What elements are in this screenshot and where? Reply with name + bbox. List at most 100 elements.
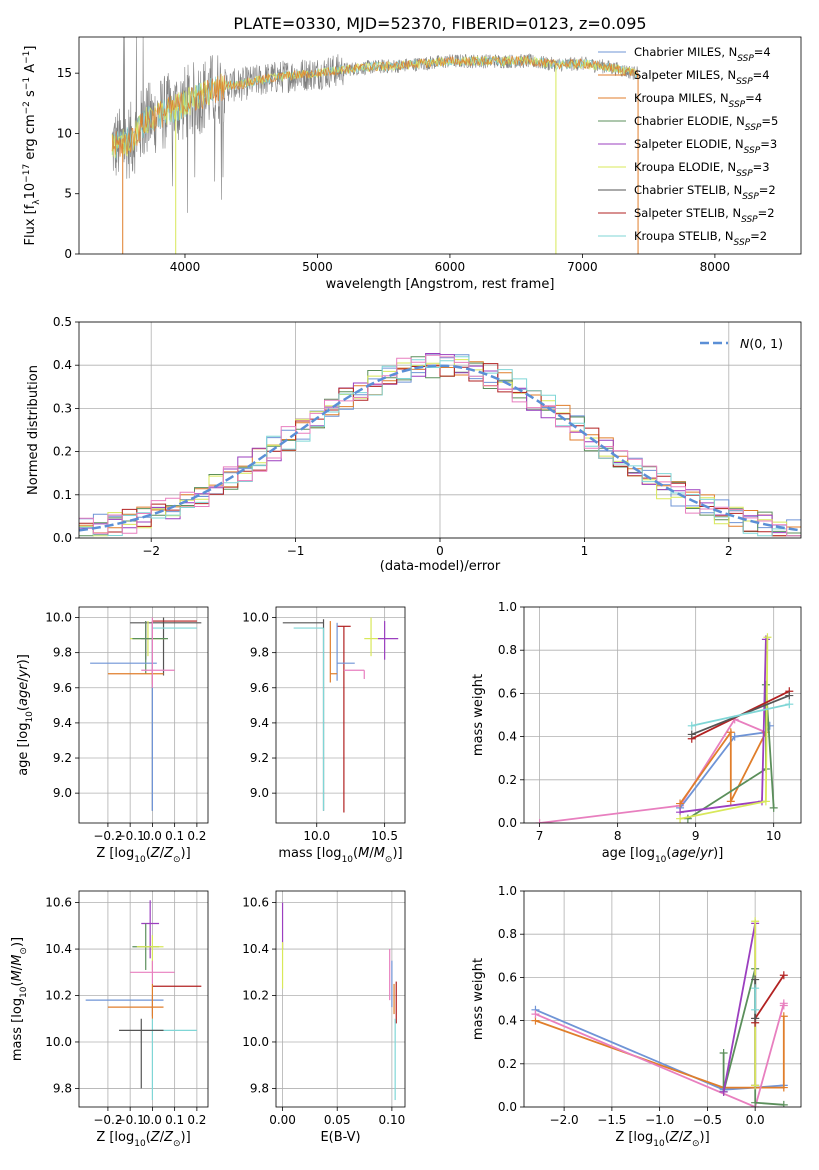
x-tick-label: 0.1 — [165, 829, 184, 843]
axes-frame — [275, 606, 406, 824]
label-part: M — [358, 846, 369, 861]
panel-residuals: −2 −1 0 1 2 0.0 0.1 0.2 0.3 0.4 0.5 N(0, 1) (data-mo… — [26, 315, 802, 574]
label-part: erg cm — [23, 114, 38, 163]
legend-entry: Chabrier STELIB, NSSP=2 — [634, 183, 776, 202]
y-tick-label: 10.4 — [45, 942, 72, 956]
y-tick-label: 9.2 — [250, 751, 269, 765]
label-part: ⊙ — [692, 1139, 700, 1149]
label-part: Z — [669, 1130, 680, 1145]
label-part: Salpeter MILES, N — [634, 68, 736, 82]
y-tick-label: 9.8 — [53, 646, 72, 660]
weight-marker — [751, 1014, 760, 1023]
y-tick-label: 9.8 — [250, 1081, 269, 1095]
residual-histogram — [79, 356, 801, 537]
y-axis-label: mass weight — [471, 958, 486, 1040]
panel-mass_vs_ebv: 0.00 0.05 0.10 9.8 10.0 10.2 10.4 10.6 E(B-V) — [242, 890, 406, 1145]
frame: −2.0 −1.5 −1.0 −0.5 0.0 0.0 0.2 0.4 0.6 0.8 1.0 — [498, 884, 802, 1127]
x-tick-label: −0.2 — [93, 829, 122, 843]
x-tick-label: −0.2 — [93, 1113, 122, 1127]
weight-line — [539, 718, 767, 823]
label-part: =5 — [761, 114, 778, 128]
y-tick-label: 10.0 — [242, 1035, 269, 1049]
label-part: =2 — [758, 206, 775, 220]
label-part: 10 — [134, 1139, 146, 1149]
x-axis-label: Z [log10(Z/Z⊙)] — [615, 1130, 709, 1149]
label-part: age [log — [602, 846, 655, 861]
x-tick-label: 0.05 — [324, 1113, 351, 1127]
legend-entry: N(0, 1) — [740, 336, 783, 351]
panel-mass_vs_Z: −0.2−0.10.0 0.1 0.2 9.8 10.0 10.2 10.4 10.6 Z [l… — [10, 890, 209, 1149]
label-part: )] — [16, 654, 31, 664]
label-part: 10 — [23, 183, 38, 200]
weight-marker — [751, 917, 760, 926]
label-part: SSP — [736, 169, 753, 179]
axes-frame — [523, 890, 802, 1108]
x-tick-label: 0 — [436, 544, 444, 558]
frame: 7 8 9 10 0.0 0.2 0.4 0.6 0.8 1.0 — [498, 600, 802, 843]
model-spectrum — [111, 55, 638, 157]
plot-area — [85, 900, 202, 1101]
plot-area — [90, 617, 202, 811]
x-tick-label: 9 — [692, 829, 700, 843]
y-tick-label: 9.8 — [53, 1081, 72, 1095]
y-tick-label: 0.6 — [498, 970, 517, 984]
legend-entry: Kroupa MILES, NSSP=4 — [634, 91, 762, 110]
x-tick-label: −2.0 — [550, 1113, 579, 1127]
label-part: 10 — [19, 986, 29, 998]
y-tick-label: 0.4 — [53, 358, 72, 372]
label-part: =4 — [745, 91, 762, 105]
y-tick-label: 0.0 — [53, 531, 72, 545]
y-tick-label: 0.2 — [498, 1057, 517, 1071]
weight-marker — [779, 1001, 788, 1010]
label-part: Z — [163, 846, 174, 861]
label-part: ⊙ — [385, 855, 393, 865]
label-part: )] — [713, 846, 723, 861]
label-part: / — [696, 846, 701, 861]
label-part: N — [740, 336, 750, 351]
label-part: ( — [353, 846, 358, 861]
label-part: =3 — [753, 160, 770, 174]
weight-marker — [751, 975, 760, 984]
x-tick-label: 10 — [766, 829, 781, 843]
y-tick-label: 0.4 — [498, 1014, 517, 1028]
label-part: Z — [150, 1130, 161, 1145]
label-part: Salpeter ELODIE, N — [634, 137, 744, 151]
x-axis-label: Z [log10(Z/Z⊙)] — [96, 1130, 190, 1149]
weight-marker — [769, 803, 778, 812]
label-part: Z — [682, 1130, 693, 1145]
y-tick-label: 0.6 — [498, 686, 517, 700]
legend-entry: Chabrier ELODIE, NSSP=5 — [634, 114, 778, 133]
axes-frame — [78, 890, 209, 1108]
x-tick-label: 0.10 — [379, 1113, 406, 1127]
label-part: SSP — [745, 123, 762, 133]
x-tick-label: 10.5 — [371, 829, 398, 843]
weight-marker — [779, 1100, 788, 1107]
frame: 10.0 10.5 9.0 9.2 9.4 9.6 9.8 10.0 — [242, 606, 406, 843]
label-part: 10 — [134, 855, 146, 865]
label-part: age — [16, 682, 31, 706]
y-axis-label: age [log10(age/yr)] — [16, 654, 35, 776]
frame: −2 −1 0 1 2 0.0 0.1 0.2 0.3 0.4 0.5 — [53, 315, 802, 558]
y-tick-label: 10.0 — [45, 1035, 72, 1049]
y-tick-label: 9.4 — [53, 716, 72, 730]
legend-entry: Salpeter STELIB, NSSP=2 — [634, 206, 775, 225]
x-axis-label: mass [log10(M/M⊙)] — [278, 846, 402, 865]
panel-spectrum: 4000 5000 6000 7000 8000 0 5 10 15 wavelength [An… — [22, 36, 802, 292]
label-part: mass [log — [10, 998, 25, 1061]
label-part: SSP — [742, 192, 759, 202]
x-tick-label: −2 — [142, 544, 160, 558]
weight-marker — [683, 814, 692, 823]
x-tick-label: 8000 — [700, 260, 731, 274]
y-tick-label: 9.6 — [250, 681, 269, 695]
weight-marker — [751, 984, 760, 993]
label-part: yr — [699, 846, 715, 861]
plot-area — [111, 37, 639, 254]
x-tick-label: −0.5 — [693, 1113, 722, 1127]
label-part: =4 — [753, 68, 770, 82]
label-part: )] — [392, 846, 402, 861]
y-axis-label: Flux [fλ10−17 erg cm−2 s−1 A−1] — [22, 46, 42, 246]
y-axis-label: mass weight — [471, 674, 486, 756]
x-tick-label: 0.0 — [746, 1113, 765, 1127]
axes-frame — [78, 36, 802, 255]
weight-marker — [730, 732, 739, 741]
